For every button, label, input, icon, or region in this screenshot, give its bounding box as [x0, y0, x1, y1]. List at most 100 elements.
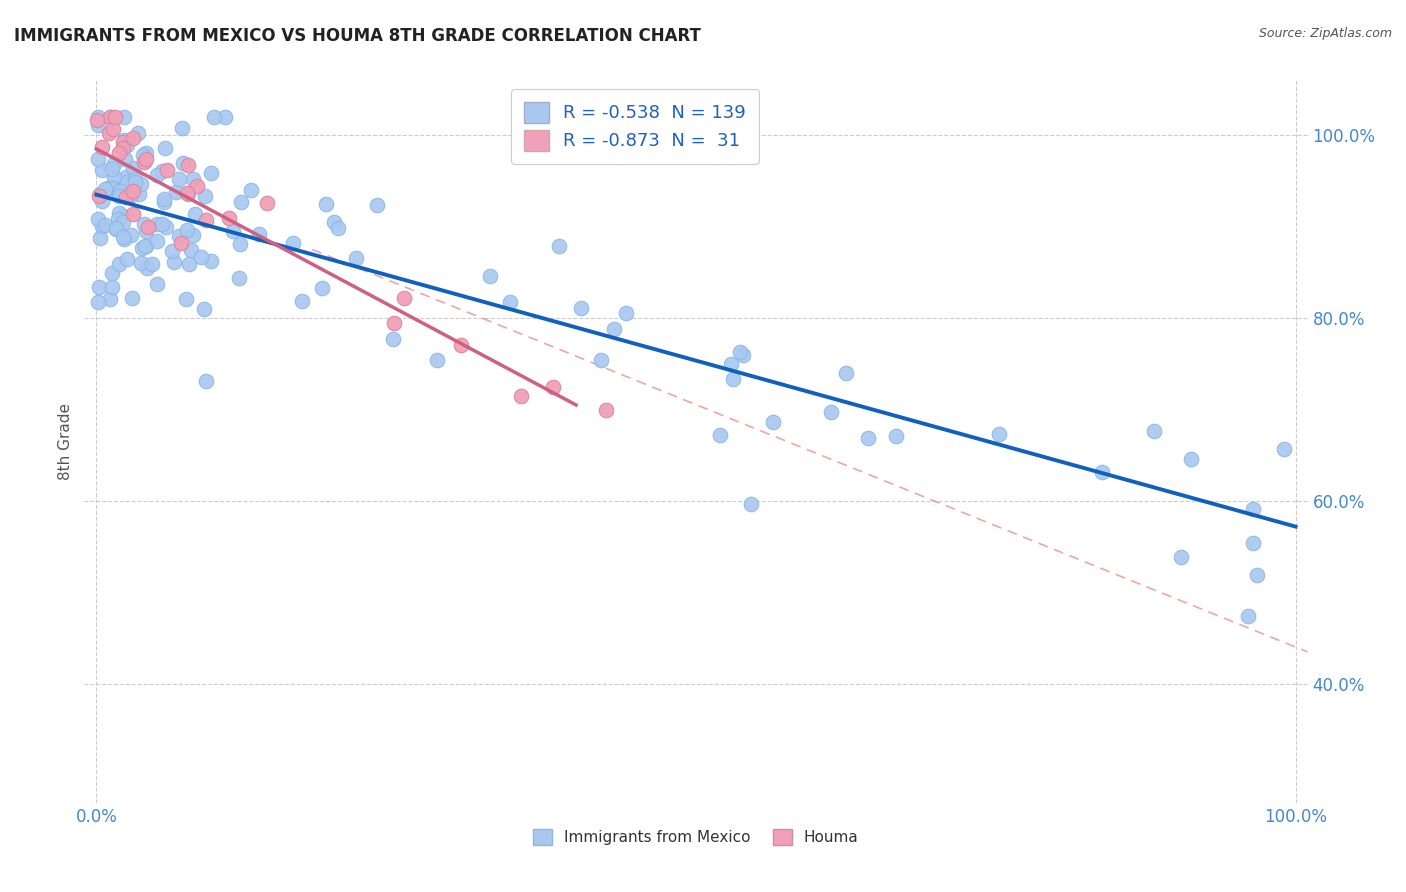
Point	[382, 332, 405, 346]
Point	[89, 187, 111, 202]
Point	[733, 348, 755, 362]
Point	[89, 231, 111, 245]
Point	[90, 163, 112, 178]
Point	[1180, 452, 1202, 467]
Point	[135, 260, 157, 275]
Point	[136, 219, 159, 234]
Point	[547, 238, 569, 252]
Point	[181, 227, 204, 242]
Point	[218, 211, 240, 226]
Point	[177, 158, 200, 172]
Point	[132, 217, 155, 231]
Point	[194, 189, 217, 203]
Point	[124, 175, 146, 189]
Point	[131, 241, 153, 255]
Point	[129, 255, 152, 269]
Point	[167, 229, 190, 244]
Point	[141, 257, 163, 271]
Point	[591, 353, 613, 368]
Point	[183, 207, 205, 221]
Point	[720, 357, 742, 371]
Point	[87, 110, 110, 124]
Point	[177, 187, 200, 202]
Point	[1091, 465, 1114, 479]
Point	[112, 110, 135, 124]
Point	[167, 172, 190, 186]
Point	[1143, 424, 1166, 438]
Point	[111, 136, 134, 150]
Point	[181, 172, 204, 186]
Point	[172, 120, 194, 135]
Point	[122, 131, 145, 145]
Point	[115, 138, 138, 153]
Point	[97, 181, 120, 195]
Point	[87, 280, 110, 294]
Point	[122, 207, 145, 221]
Point	[228, 271, 250, 285]
Point	[1170, 549, 1192, 564]
Point	[134, 152, 156, 166]
Point	[135, 146, 157, 161]
Text: IMMIGRANTS FROM MEXICO VS HOUMA 8TH GRADE CORRELATION CHART: IMMIGRANTS FROM MEXICO VS HOUMA 8TH GRAD…	[14, 27, 702, 45]
Legend: R = -0.538  N = 139, R = -0.873  N =  31: R = -0.538 N = 139, R = -0.873 N = 31	[510, 89, 759, 163]
Point	[176, 223, 198, 237]
Point	[112, 232, 135, 246]
Point	[603, 322, 626, 336]
Point	[176, 186, 198, 200]
Point	[124, 172, 146, 186]
Point	[111, 214, 134, 228]
Point	[132, 147, 155, 161]
Point	[103, 157, 125, 171]
Point	[709, 427, 731, 442]
Point	[162, 254, 184, 268]
Point	[1237, 609, 1260, 624]
Point	[112, 133, 135, 147]
Point	[90, 140, 112, 154]
Point	[94, 182, 117, 196]
Point	[1241, 502, 1264, 516]
Point	[94, 219, 117, 233]
Point	[103, 169, 125, 184]
Point	[450, 338, 472, 352]
Point	[87, 153, 110, 167]
Point	[122, 161, 145, 175]
Point	[835, 366, 858, 380]
Point	[114, 152, 136, 166]
Point	[856, 431, 879, 445]
Point	[135, 152, 157, 166]
Point	[247, 227, 270, 241]
Point	[108, 189, 131, 203]
Point	[762, 416, 785, 430]
Point	[186, 178, 208, 193]
Point	[222, 224, 245, 238]
Point	[728, 345, 751, 359]
Point	[479, 268, 502, 283]
Point	[120, 189, 142, 203]
Point	[98, 110, 121, 124]
Point	[91, 219, 114, 233]
Point	[382, 316, 405, 330]
Point	[114, 190, 136, 204]
Point	[740, 497, 762, 511]
Point	[721, 372, 744, 386]
Point	[108, 184, 131, 198]
Point	[426, 352, 449, 367]
Point	[153, 141, 176, 155]
Point	[107, 211, 129, 226]
Point	[614, 306, 637, 320]
Point	[104, 221, 127, 235]
Point	[569, 301, 592, 315]
Point	[180, 243, 202, 257]
Point	[366, 198, 388, 212]
Point	[107, 206, 129, 220]
Point	[117, 252, 139, 266]
Point	[107, 257, 129, 271]
Point	[988, 426, 1011, 441]
Point	[595, 402, 617, 417]
Point	[129, 177, 152, 191]
Point	[101, 266, 124, 280]
Point	[228, 236, 250, 251]
Point	[115, 176, 138, 190]
Point	[195, 374, 218, 388]
Point	[202, 110, 225, 124]
